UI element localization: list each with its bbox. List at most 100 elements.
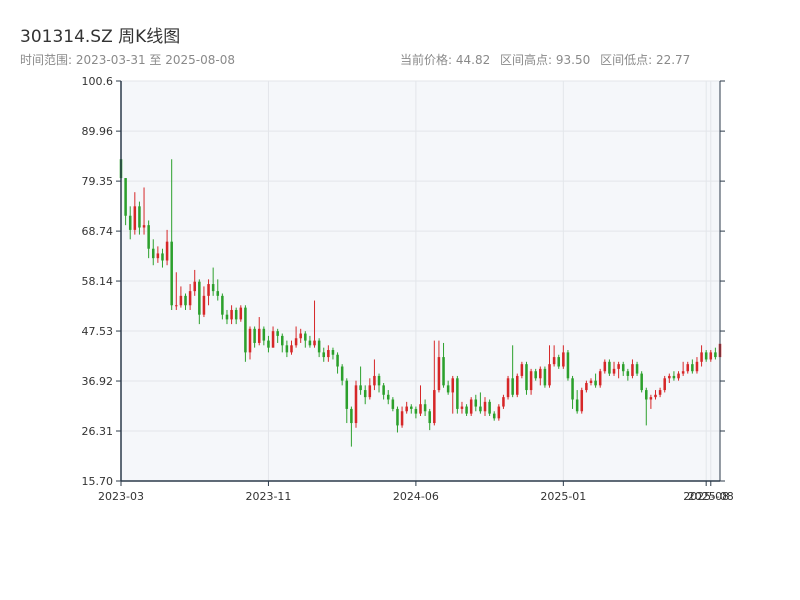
candle-down [511,345,514,398]
candle-body [631,364,634,376]
candle-up [502,394,505,409]
candle-down [714,347,717,360]
candle-down [534,368,537,381]
candle-body [626,371,630,376]
candle-up [658,387,662,398]
x-tick-label: 2023-03 [98,490,144,503]
candle-body [276,331,279,336]
candle-body [179,295,183,306]
candle-down [198,279,201,325]
candle-body [552,357,556,365]
candle-down [350,406,353,447]
candle-down [672,371,676,381]
candle-body [234,309,238,320]
candle-body [668,375,671,379]
candle-up [539,366,542,386]
candle-down [566,350,570,381]
candle-body [359,385,362,391]
candle-up [400,406,404,428]
candle-up [649,394,653,409]
candle-body [230,309,233,320]
candles [119,159,722,447]
candle-body [308,340,312,346]
candle-up [373,359,376,391]
candle-body [681,371,685,374]
candle-up [529,368,533,395]
candle-down [317,338,321,358]
candle-down [594,373,597,388]
candle-body [151,248,155,259]
candle-body [714,352,717,358]
candle-body [709,352,713,360]
candle-body [566,352,570,379]
candle-up [133,192,137,235]
candle-up [271,326,275,348]
candle-body [345,380,349,409]
candle-down [382,383,385,400]
candle-body [331,350,335,355]
candle-down [304,331,307,348]
x-tick-label: 2025-08 [683,490,729,503]
candle-body [405,406,408,412]
candle-body [304,333,307,341]
candle-body [410,406,413,409]
candle-body [635,364,639,374]
candle-up [405,401,408,414]
candle-up [700,345,703,367]
candle-body [520,364,524,376]
candle-body [193,281,196,292]
candle-down [396,406,399,433]
candle-body [175,305,178,307]
candle-up [294,326,298,348]
candle-body [165,241,169,261]
candle-body [419,404,422,414]
candle-up [631,359,634,379]
candle-body [142,225,146,228]
candle-down [331,347,335,360]
candle-body [202,295,206,315]
x-tick-label: 2025-08 [688,490,734,503]
candle-body [285,345,289,353]
candle-body [147,225,150,249]
period-high: 区间高点: 93.50 [500,53,591,67]
candle-down [377,373,381,393]
candle-body [608,361,611,374]
candle-up [598,368,602,388]
candle-down [571,375,574,409]
candle-up [585,380,588,393]
candle-body [497,406,501,419]
candle-body [350,408,353,424]
candle-down [276,328,279,343]
candle-up [239,305,243,322]
candle-down [161,248,164,268]
candle-body [253,328,256,343]
chart-subtitle: 时间范围: 2023-03-31 至 2025-08-08 [20,53,235,67]
candle-up [663,375,666,393]
grid-lines [120,80,720,482]
candle-body [691,364,694,372]
candle-body [188,291,192,306]
y-tick-label: 89.96 [82,125,114,138]
candle-up [668,373,671,384]
candle-body [654,394,657,398]
candle-down [138,201,141,235]
candle-down [456,375,459,414]
candle-body [198,281,201,315]
candle-body [128,215,132,230]
y-tick-label: 26.31 [82,425,114,438]
candle-down [285,340,289,358]
candle-down [414,406,418,419]
candle-up [695,357,699,374]
candle-body [492,413,496,419]
candle-body [377,375,381,386]
candle-up [179,286,183,308]
candle-down [267,335,270,353]
x-tick-label: 2025-01 [540,490,586,503]
candle-down [645,387,648,426]
candle-body [580,390,584,412]
candle-up [612,361,616,376]
candle-up [709,350,713,362]
candle-body [382,385,385,395]
y-tick-label: 79.35 [82,175,114,188]
candle-body [502,397,505,407]
